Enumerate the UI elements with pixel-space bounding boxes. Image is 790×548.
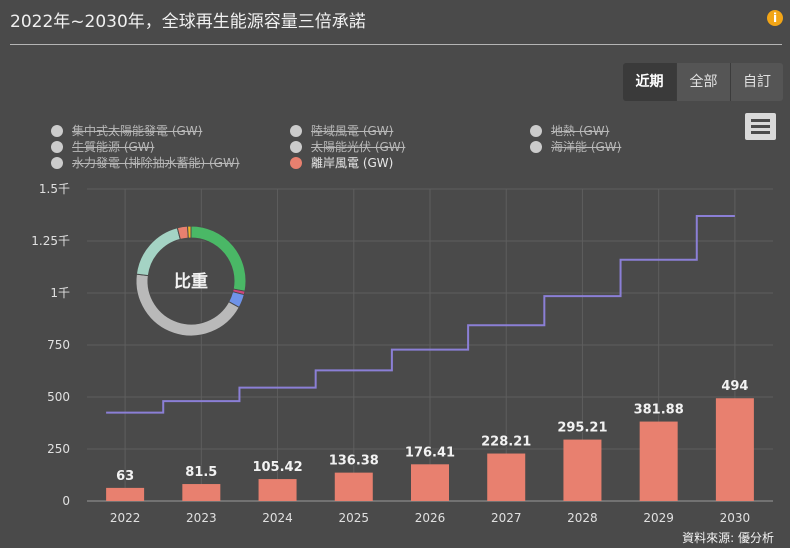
x-tick-label: 2029 — [643, 511, 674, 525]
x-tick-label: 2024 — [262, 511, 293, 525]
legend-item-biomass[interactable]: 生質能源 (GW) — [51, 138, 154, 155]
bar — [106, 487, 145, 501]
bar-data-label: 176.41 — [405, 445, 455, 460]
x-tick-label: 2030 — [720, 511, 751, 525]
bar-data-label: 295.21 — [557, 421, 607, 436]
legend-item-geothermal[interactable]: 地熱 (GW) — [530, 122, 609, 139]
hamburger-menu-icon[interactable] — [745, 113, 776, 140]
legend-label: 水力發電 (排除抽水蓄能) (GW) — [72, 156, 240, 170]
range-selector: 近期 全部 自訂 — [623, 63, 783, 101]
legend-label: 太陽能光伏 (GW) — [311, 140, 406, 154]
legend-dot — [290, 140, 302, 153]
y-tick-label: 0 — [62, 494, 70, 508]
legend-item-csp[interactable]: 集中式太陽能發電 (GW) — [51, 122, 202, 139]
info-icon[interactable]: i — [767, 10, 783, 26]
legend-item-offshore-wind[interactable]: 離岸風電 (GW) — [290, 154, 393, 171]
legend-dot — [290, 124, 302, 137]
x-tick-label: 2025 — [339, 511, 370, 525]
legend-item-solar-pv[interactable]: 太陽能光伏 (GW) — [290, 138, 405, 155]
x-tick-label: 2028 — [567, 511, 598, 525]
range-recent-button[interactable]: 近期 — [623, 63, 677, 101]
legend-dot — [530, 140, 542, 153]
legend-label: 陸域風電 (GW) — [311, 124, 394, 138]
x-tick-label: 2027 — [491, 511, 522, 525]
bar — [334, 472, 373, 501]
bar-data-label: 63 — [116, 469, 134, 484]
bar-data-label: 136.38 — [329, 454, 379, 469]
step-line-series — [106, 215, 735, 414]
x-tick-label: 2026 — [415, 511, 446, 525]
legend-dot — [51, 140, 63, 153]
bar-data-label: 494 — [721, 379, 748, 394]
bar-data-label: 381.88 — [634, 403, 684, 418]
legend-label: 地熱 (GW) — [551, 124, 610, 138]
bar — [715, 398, 754, 501]
y-tick-label: 1.5千 — [39, 182, 70, 196]
legend-label: 海洋能 (GW) — [551, 140, 622, 154]
legend-dot — [51, 124, 63, 137]
legend-label: 生質能源 (GW) — [72, 140, 155, 154]
bar — [487, 453, 526, 501]
legend-dot — [51, 156, 63, 169]
legend-dot — [530, 124, 542, 137]
y-tick-label: 500 — [47, 390, 70, 404]
legend-dot — [290, 156, 302, 169]
bar-data-label: 81.5 — [185, 465, 217, 480]
source-credit: 資料來源: 優分析 — [682, 531, 774, 545]
y-tick-label: 1千 — [50, 286, 70, 300]
x-tick-label: 2022 — [110, 511, 141, 525]
bar — [639, 421, 678, 501]
legend-item-onshore-wind[interactable]: 陸域風電 (GW) — [290, 122, 393, 139]
bar — [563, 439, 602, 501]
bar-data-label: 228.21 — [481, 435, 531, 450]
bar — [182, 484, 221, 501]
y-tick-label: 250 — [47, 442, 70, 456]
pie-slice — [135, 227, 181, 277]
pie-slice — [187, 225, 192, 239]
bar — [258, 479, 297, 501]
bar — [411, 464, 449, 501]
title-divider — [10, 44, 782, 45]
y-tick-label: 750 — [47, 338, 70, 352]
range-all-button[interactable]: 全部 — [677, 63, 731, 101]
legend-label: 集中式太陽能發電 (GW) — [72, 124, 203, 138]
y-tick-label: 1.25千 — [31, 234, 70, 248]
chart-title: 2022年~2030年，全球再生能源容量三倍承諾 — [10, 12, 366, 32]
bar-data-label: 105.42 — [252, 460, 302, 475]
legend-item-hydro[interactable]: 水力發電 (排除抽水蓄能) (GW) — [51, 154, 240, 171]
legend-item-ocean[interactable]: 海洋能 (GW) — [530, 138, 621, 155]
pie-center-label: 比重 — [174, 271, 208, 292]
range-custom-button[interactable]: 自訂 — [731, 63, 783, 101]
x-tick-label: 2023 — [186, 511, 217, 525]
legend-label: 離岸風電 (GW) — [311, 156, 394, 170]
